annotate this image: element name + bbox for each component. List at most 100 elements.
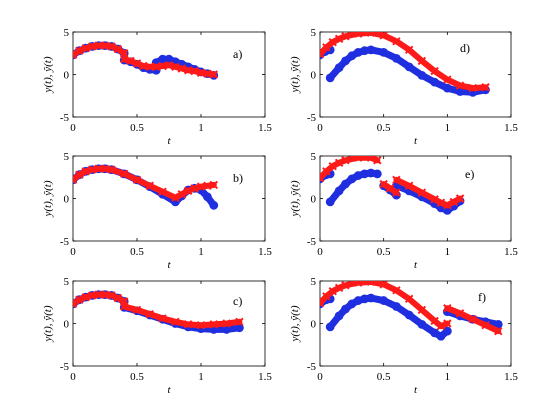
red-data-point bbox=[417, 188, 427, 197]
red-data-point bbox=[404, 181, 414, 190]
red-data-point bbox=[171, 317, 180, 327]
blue-data-point bbox=[209, 200, 219, 210]
red-data-point bbox=[430, 66, 439, 76]
blue-series bbox=[320, 45, 490, 97]
red-data-point bbox=[209, 70, 219, 79]
y-tick-label: -5 bbox=[60, 361, 70, 373]
red-series bbox=[73, 164, 219, 202]
red-data-point bbox=[100, 164, 110, 173]
x-tick-label: 1.5 bbox=[258, 122, 272, 134]
x-tick-label: 1.5 bbox=[504, 122, 518, 134]
red-data-point bbox=[203, 69, 212, 78]
red-series-line bbox=[121, 303, 243, 329]
red-data-point bbox=[404, 294, 414, 304]
blue-data-point bbox=[334, 311, 344, 321]
red-series bbox=[73, 41, 219, 79]
red-data-point bbox=[341, 32, 350, 41]
red-data-point bbox=[443, 319, 452, 328]
blue-data-point bbox=[404, 62, 414, 72]
red-data-point bbox=[94, 164, 103, 173]
panel-label: e) bbox=[465, 167, 474, 181]
red-data-point bbox=[443, 75, 452, 84]
x-axis-label: t bbox=[167, 259, 171, 271]
red-data-point bbox=[87, 291, 97, 300]
y-tick-label: 0 bbox=[311, 319, 317, 331]
red-data-point bbox=[392, 37, 401, 46]
x-tick-label: 1 bbox=[198, 371, 204, 383]
red-data-point bbox=[164, 60, 174, 70]
panel-label: a) bbox=[233, 47, 242, 61]
red-data-point bbox=[145, 62, 155, 72]
blue-data-point bbox=[325, 197, 335, 207]
red-data-point bbox=[177, 190, 187, 199]
red-data-point bbox=[320, 173, 325, 183]
blue-data-point bbox=[372, 169, 382, 179]
blue-data-point bbox=[325, 73, 335, 83]
red-data-point bbox=[353, 156, 363, 162]
x-tick-label: 1 bbox=[445, 371, 451, 383]
y-tick-label: 5 bbox=[311, 27, 317, 39]
blue-data-point bbox=[320, 299, 325, 309]
red-data-point bbox=[209, 180, 219, 190]
panel-label: b) bbox=[233, 171, 243, 185]
red-data-point bbox=[379, 179, 388, 189]
blue-data-point bbox=[341, 304, 350, 314]
x-tick-label: 0 bbox=[70, 122, 76, 134]
x-tick-label: 0.5 bbox=[377, 246, 391, 258]
red-data-point bbox=[73, 50, 78, 60]
red-data-point bbox=[75, 170, 84, 179]
y-axis-label: y(t), ŷ(t) bbox=[289, 305, 301, 342]
red-data-point bbox=[107, 165, 116, 174]
blue-data-point bbox=[436, 331, 446, 341]
red-data-point bbox=[87, 42, 97, 51]
blue-data-point bbox=[442, 83, 452, 93]
blue-data-point bbox=[417, 319, 427, 329]
red-data-point bbox=[455, 309, 465, 318]
blue-data-point bbox=[366, 293, 376, 303]
red-data-point bbox=[320, 298, 325, 308]
red-data-point bbox=[373, 156, 382, 165]
red-data-point bbox=[126, 56, 135, 66]
red-data-point bbox=[455, 81, 465, 90]
blue-data-point bbox=[320, 174, 325, 184]
blue-data-point bbox=[391, 302, 401, 311]
blue-data-point bbox=[430, 77, 439, 87]
x-tick-label: 0 bbox=[70, 371, 76, 383]
red-data-point bbox=[107, 291, 116, 300]
y-axis-label: y(t), ŷ(t) bbox=[42, 180, 54, 217]
red-data-point bbox=[455, 194, 465, 203]
blue-data-point bbox=[391, 53, 401, 63]
x-axis-label: t bbox=[167, 135, 171, 147]
red-data-point bbox=[81, 167, 91, 176]
x-tick-label: 0.5 bbox=[130, 122, 144, 134]
y-tick-label: 5 bbox=[311, 276, 317, 288]
red-data-point bbox=[151, 62, 161, 72]
y-tick-label: 5 bbox=[64, 276, 70, 288]
red-data-point bbox=[94, 41, 103, 50]
red-data-point bbox=[73, 299, 78, 309]
red-data-point bbox=[113, 44, 123, 54]
red-series bbox=[320, 32, 490, 93]
red-data-point bbox=[81, 292, 91, 302]
blue-data-point bbox=[334, 186, 344, 196]
red-data-point bbox=[328, 161, 337, 171]
red-data-point bbox=[119, 169, 129, 179]
panel-label: c) bbox=[233, 294, 242, 308]
red-data-point bbox=[145, 181, 155, 190]
red-data-point bbox=[385, 184, 395, 193]
x-axis-label: t bbox=[414, 135, 418, 147]
red-data-point bbox=[235, 317, 244, 327]
x-tick-label: 1 bbox=[198, 246, 204, 258]
x-tick-label: 1.5 bbox=[258, 246, 272, 258]
red-data-point bbox=[132, 59, 142, 68]
y-tick-label: 0 bbox=[311, 194, 317, 206]
x-tick-label: 1 bbox=[445, 122, 451, 134]
red-data-point bbox=[183, 320, 193, 329]
red-data-point bbox=[366, 281, 376, 287]
red-data-point bbox=[119, 302, 129, 311]
red-data-point bbox=[417, 305, 427, 315]
